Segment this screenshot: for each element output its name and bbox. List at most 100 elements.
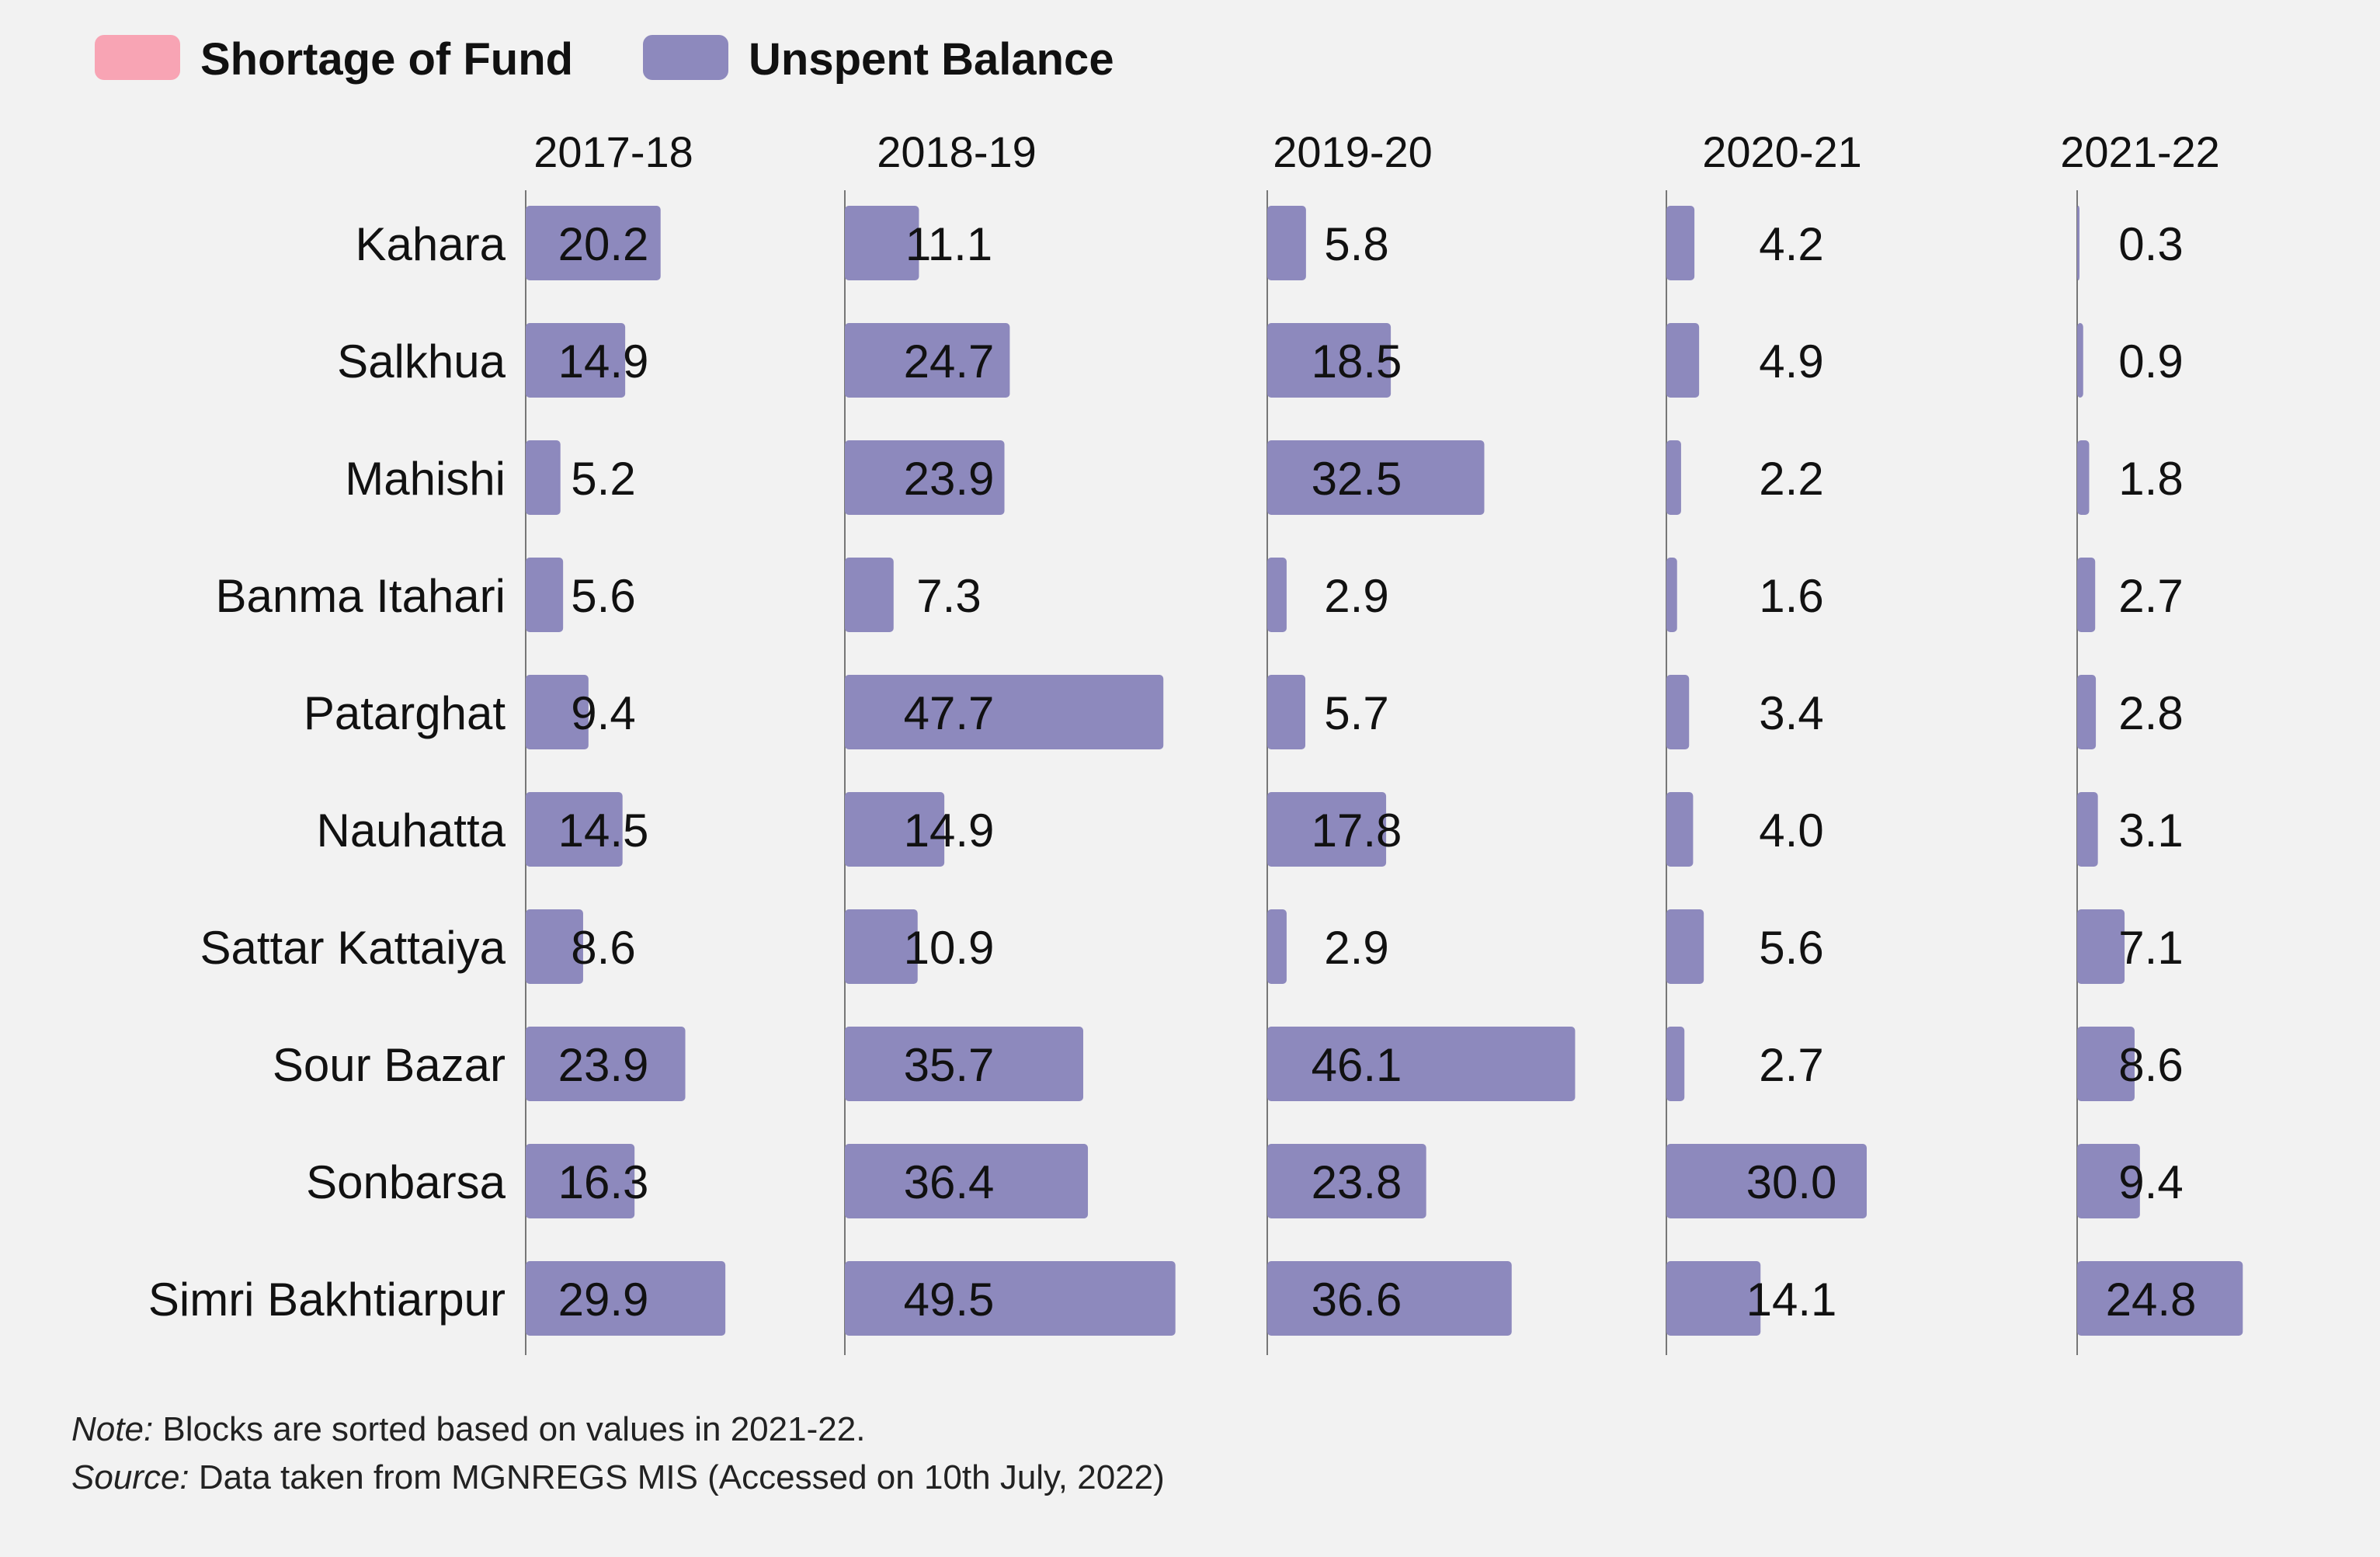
year-label: 2020-21 [1702, 127, 1862, 176]
value-label: 11.1 [905, 218, 992, 270]
value-label: 8.6 [2118, 1039, 2183, 1091]
chart-panels: 2017-18 20.2 14.9 5.2 5.6 9.4 14.5 8.6 23.9 16.3 2… [525, 127, 2243, 1355]
value-label: 23.9 [558, 1039, 649, 1091]
value-label: 2.8 [2118, 687, 2183, 739]
bar [526, 206, 661, 280]
bar [1666, 323, 1700, 398]
value-label: 20.2 [558, 218, 649, 270]
bar [1666, 1027, 1685, 1101]
legend-swatch-1 [95, 35, 180, 80]
bar [845, 1261, 1176, 1336]
value-label: 5.8 [1324, 218, 1388, 270]
bar [2077, 206, 2079, 280]
value-label: 24.7 [904, 335, 995, 388]
value-label: 14.9 [558, 335, 649, 388]
value-label: 36.6 [1312, 1274, 1402, 1326]
panel-2018-19: 2018-19 11.1 24.7 23.9 7.3 47.7 14.9 10.9 35.7 36… [844, 127, 1176, 1355]
legend-label-2: Unspent Balance [749, 34, 1114, 85]
value-label: 10.9 [904, 922, 995, 974]
bar [526, 558, 564, 632]
value-label: 32.5 [1312, 453, 1402, 505]
value-label: 8.6 [571, 922, 635, 974]
value-label: 1.8 [2118, 453, 2183, 505]
bar [1666, 792, 1694, 867]
bar [1267, 1144, 1426, 1218]
bar [845, 675, 1164, 749]
value-label: 4.2 [1759, 218, 1823, 270]
bar [526, 440, 561, 515]
panel-2019-20: 2019-20 5.8 18.5 32.5 2.9 5.7 17.8 2.9 46.1 23.8 3… [1266, 127, 1576, 1355]
value-label: 7.3 [916, 570, 981, 622]
bar [1267, 1261, 1512, 1336]
value-label: 7.1 [2118, 922, 2183, 974]
bar [1267, 909, 1287, 984]
category-label: Sonbarsa [306, 1156, 506, 1208]
category-label: Sattar Kattaiya [200, 922, 506, 974]
bar [1267, 558, 1287, 632]
value-label: 36.4 [904, 1156, 995, 1208]
legend: Shortage of Fund Unspent Balance [95, 34, 1114, 85]
value-label: 18.5 [1312, 335, 1402, 388]
value-label: 2.2 [1759, 453, 1823, 505]
bar [2077, 1261, 2243, 1336]
category-label: Patarghat [304, 687, 506, 739]
value-label: 16.3 [558, 1156, 649, 1208]
category-label: Simri Bakhtiarpur [148, 1274, 506, 1326]
value-label: 49.5 [904, 1274, 995, 1326]
value-label: 2.9 [1324, 570, 1388, 622]
panel-2021-22: 2021-22 0.3 0.9 1.8 2.7 2.8 3.1 7.1 8.6 9.4 24.8 [2060, 127, 2243, 1355]
bar [845, 792, 945, 867]
year-label: 2019-20 [1273, 127, 1433, 176]
category-label: Nauhatta [316, 805, 506, 857]
bar [526, 909, 583, 984]
value-label: 30.0 [1746, 1156, 1837, 1208]
bar [845, 1144, 1089, 1218]
value-label: 3.4 [1759, 687, 1823, 739]
note-line: Note: Blocks are sorted based on values … [71, 1406, 1165, 1454]
value-label: 17.8 [1312, 805, 1402, 857]
footnotes: Note: Blocks are sorted based on values … [71, 1406, 1165, 1502]
category-label: Banma Itahari [215, 570, 506, 622]
bar [2077, 675, 2097, 749]
bar [1267, 675, 1306, 749]
value-label: 9.4 [2118, 1156, 2183, 1208]
value-label: 0.3 [2118, 218, 2183, 270]
bar [2077, 558, 2096, 632]
value-label: 14.5 [558, 805, 649, 857]
value-label: 24.8 [2106, 1274, 2197, 1326]
bar [1666, 206, 1695, 280]
category-label: Sour Bazar [273, 1039, 506, 1091]
source-line: Source: Data taken from MGNREGS MIS (Acc… [71, 1454, 1165, 1502]
category-label: Salkhua [337, 335, 506, 388]
bar [1267, 792, 1387, 867]
bar [526, 792, 623, 867]
value-label: 3.1 [2118, 805, 2183, 857]
note-text: Blocks are sorted based on values in 202… [162, 1410, 866, 1448]
year-label: 2021-22 [2060, 127, 2220, 176]
value-label: 5.7 [1324, 687, 1388, 739]
bar [1666, 675, 1690, 749]
bar [845, 909, 918, 984]
bar [1666, 909, 1704, 984]
panel-2020-21: 2020-21 4.2 4.9 2.2 1.6 3.4 4.0 5.6 2.7 30.0 14.1 [1666, 127, 1867, 1355]
value-label: 5.2 [571, 453, 635, 505]
bar [1666, 1261, 1761, 1336]
bar [526, 1144, 635, 1218]
value-label: 14.9 [904, 805, 995, 857]
bar [2077, 792, 2098, 867]
value-label: 2.9 [1324, 922, 1388, 974]
value-label: 5.6 [571, 570, 635, 622]
panel-2017-18: 2017-18 20.2 14.9 5.2 5.6 9.4 14.5 8.6 23.9 16.3 2… [525, 127, 726, 1355]
note-lead: Note: [71, 1410, 154, 1448]
bar [2077, 323, 2083, 398]
bar [1267, 323, 1392, 398]
value-label: 14.1 [1746, 1274, 1837, 1326]
legend-swatch-2 [643, 35, 728, 80]
value-label: 23.9 [904, 453, 995, 505]
bar [845, 206, 919, 280]
source-lead: Source: [71, 1458, 189, 1496]
bar [845, 558, 894, 632]
bar [526, 1027, 686, 1101]
value-label: 46.1 [1312, 1039, 1402, 1091]
